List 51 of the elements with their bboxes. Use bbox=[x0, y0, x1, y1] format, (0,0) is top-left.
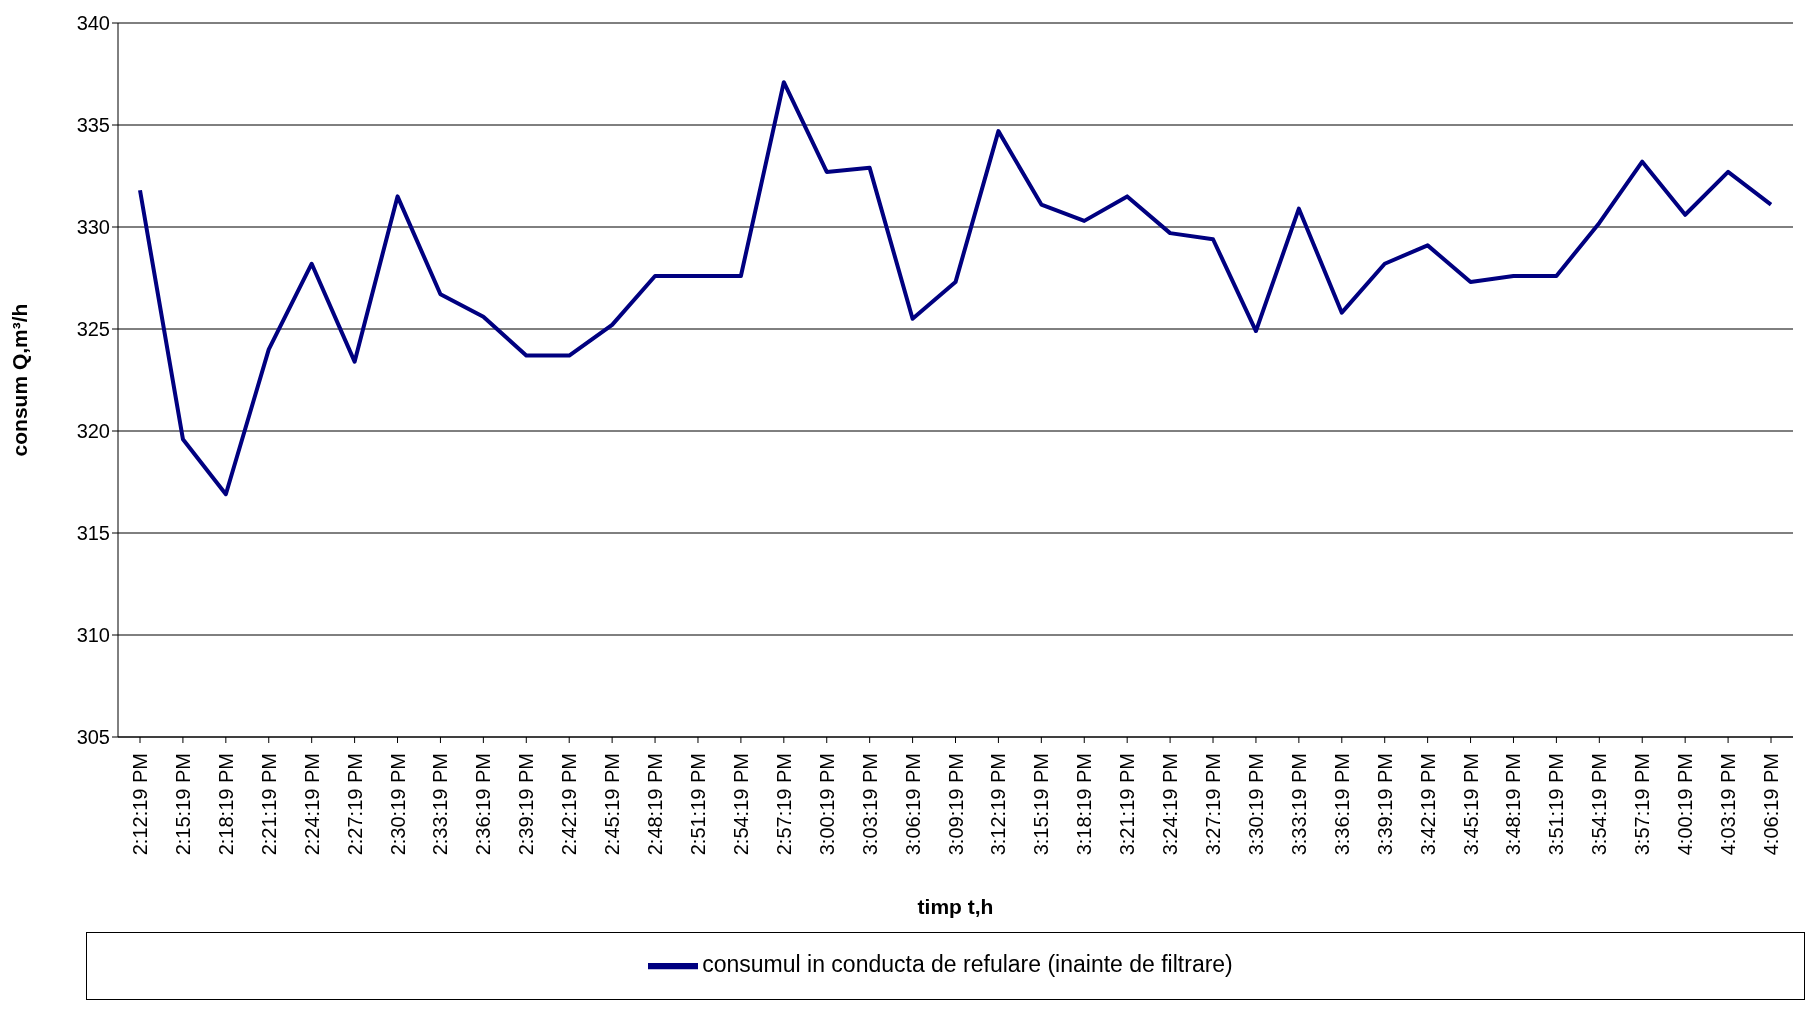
x-tick-label: 2:54:19 PM bbox=[729, 753, 752, 856]
y-tick-label: 310 bbox=[76, 624, 110, 647]
x-tick-label: 2:15:19 PM bbox=[171, 753, 194, 856]
x-tick-label: 3:00:19 PM bbox=[815, 753, 838, 856]
y-tick-label: 325 bbox=[76, 318, 110, 341]
y-tick-label: 335 bbox=[76, 114, 110, 137]
x-tick-label: 3:21:19 PM bbox=[1116, 753, 1139, 856]
y-tick-label: 330 bbox=[76, 216, 110, 239]
x-tick-label: 2:21:19 PM bbox=[257, 753, 280, 856]
x-tick-label: 4:00:19 PM bbox=[1674, 753, 1697, 856]
x-tick-label: 3:15:19 PM bbox=[1030, 753, 1053, 856]
y-tick-label: 305 bbox=[76, 726, 110, 749]
x-tick-label: 2:18:19 PM bbox=[214, 753, 237, 856]
x-tick-label: 2:30:19 PM bbox=[386, 753, 409, 856]
x-tick-label: 2:36:19 PM bbox=[472, 753, 495, 856]
line-series bbox=[138, 80, 1773, 497]
y-tick-label: 340 bbox=[76, 12, 110, 35]
x-tick-label: 3:42:19 PM bbox=[1416, 753, 1439, 856]
y-axis-title: consum Q,m³/h bbox=[8, 303, 32, 457]
x-tick-label: 2:48:19 PM bbox=[644, 753, 667, 856]
x-tick-label: 3:12:19 PM bbox=[987, 753, 1010, 856]
x-tick-label: 2:33:19 PM bbox=[429, 753, 452, 856]
y-tick-label: 320 bbox=[76, 420, 110, 443]
x-tick-label: 4:06:19 PM bbox=[1760, 753, 1782, 856]
x-tick-label: 3:48:19 PM bbox=[1502, 753, 1525, 856]
x-tick-label: 2:45:19 PM bbox=[601, 753, 624, 856]
x-tick-label: 3:03:19 PM bbox=[858, 753, 881, 856]
x-axis-title: timp t,h bbox=[917, 895, 994, 918]
x-tick-label: 3:06:19 PM bbox=[901, 753, 924, 856]
x-tick-label: 2:51:19 PM bbox=[686, 753, 709, 856]
x-tick-label: 3:24:19 PM bbox=[1159, 753, 1182, 856]
x-tick-label: 2:24:19 PM bbox=[300, 753, 323, 856]
x-tick-label: 3:27:19 PM bbox=[1202, 753, 1225, 856]
x-tick-label: 3:09:19 PM bbox=[944, 753, 967, 856]
x-tick-label: 4:03:19 PM bbox=[1717, 753, 1740, 856]
x-tick-label: 2:12:19 PM bbox=[129, 753, 151, 856]
x-tick-label: 2:39:19 PM bbox=[515, 753, 538, 856]
x-tick-label: 3:57:19 PM bbox=[1631, 753, 1654, 856]
x-tick-label: 3:54:19 PM bbox=[1588, 753, 1611, 856]
x-tick-label: 2:57:19 PM bbox=[772, 753, 795, 856]
x-tick-label: 3:51:19 PM bbox=[1545, 753, 1568, 856]
x-tick-label: 3:18:19 PM bbox=[1073, 753, 1096, 856]
x-tick-label: 3:33:19 PM bbox=[1287, 753, 1310, 856]
y-tick-label: 315 bbox=[76, 522, 110, 545]
legend-label: consumul in conducta de refulare (inainte de filtrare) bbox=[702, 951, 1233, 978]
x-tick-label: 2:27:19 PM bbox=[343, 753, 366, 856]
x-tick-label: 3:39:19 PM bbox=[1373, 753, 1396, 856]
x-tick-label: 3:36:19 PM bbox=[1330, 753, 1353, 856]
x-tick-label: 3:45:19 PM bbox=[1459, 753, 1482, 856]
x-tick-label: 2:42:19 PM bbox=[558, 753, 581, 856]
x-tick-label: 3:30:19 PM bbox=[1244, 753, 1267, 856]
